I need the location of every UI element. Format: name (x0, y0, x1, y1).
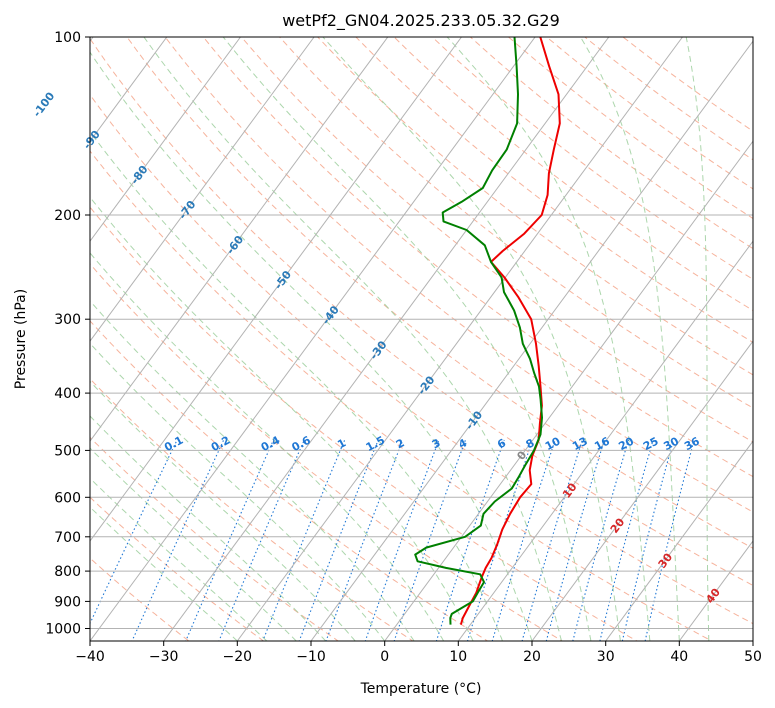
x-tick-label: 0 (380, 649, 389, 665)
mixing-ratio-line (218, 439, 305, 641)
moist-adiabat (90, 342, 386, 641)
x-tick-label: 10 (449, 649, 467, 665)
dry-adiabat (90, 320, 489, 641)
mixing-ratio-line (435, 439, 505, 641)
isotherm-line (236, 37, 683, 641)
isotherm-line (310, 40, 753, 641)
x-tick-label: −20 (223, 649, 253, 665)
moist-adiabat (322, 37, 621, 641)
moist-adiabat (143, 37, 562, 641)
x-tick-label: 20 (523, 649, 541, 665)
isotherm-line (90, 37, 168, 143)
dry-adiabat (90, 263, 564, 641)
y-tick-label: 500 (54, 443, 81, 459)
mixing-ratio-label: 13 (570, 435, 590, 454)
mixing-ratio-label: 10 (543, 434, 563, 453)
moist-adiabat (90, 506, 238, 641)
isotherm-line (457, 240, 753, 641)
plot-background (90, 37, 753, 641)
sounding-lines (414, 37, 561, 625)
isotherm-line (90, 37, 315, 342)
dry-adiabat (90, 378, 414, 641)
x-axis-label: Temperature (°C) (360, 681, 482, 697)
x-tick-label: 40 (670, 649, 688, 665)
mixing-ratio-line (491, 439, 556, 641)
mixing-ratio-label: 36 (682, 434, 702, 453)
x-tick-label: 50 (744, 649, 762, 665)
mixing-ratio-labels: 0.1 0.2 0.4 0.6 1 1.5 2 3 4 6 8 10 13 16 20 25 30 36 (162, 433, 702, 454)
dry-adiabat (90, 37, 753, 587)
moist-adiabat (446, 37, 651, 641)
y-tick-label: 100 (54, 30, 81, 46)
grid-lines (90, 37, 753, 641)
moist-adiabat (90, 415, 327, 641)
moist-adiabat (90, 130, 503, 641)
moist-adiabat (90, 447, 297, 641)
mixing-ratio-label: 20 (616, 434, 636, 453)
isotherm-line (163, 37, 610, 641)
isotherm-line (531, 340, 753, 641)
isotherm-line (90, 37, 389, 442)
mixing-ratio-line (90, 439, 178, 625)
isotherm-line (384, 140, 753, 641)
axis-ticks: −40 −30 −20 −10 0 10 20 30 40 50 100 200 300 400 500 60… (45, 30, 762, 665)
y-tick-label: 1000 (45, 622, 81, 638)
y-tick-label: 300 (54, 312, 81, 328)
isotherm-line (90, 37, 241, 243)
y-tick-label: 400 (54, 386, 81, 402)
mixing-ratio-label: 16 (592, 434, 612, 453)
moist-adiabat (90, 300, 415, 641)
moist-adiabat (685, 37, 710, 641)
mixing-ratio-line (393, 439, 467, 641)
x-tick-label: 30 (597, 649, 615, 665)
isotherm-line (605, 440, 753, 641)
moist-adiabat (90, 51, 533, 641)
y-tick-label: 700 (54, 530, 81, 546)
y-tick-label: 800 (54, 564, 81, 580)
y-axis-label: Pressure (hPa) (13, 289, 29, 389)
x-tick-label: −10 (296, 649, 326, 665)
mixing-ratio-line (364, 439, 440, 641)
moist-adiabat (90, 380, 356, 641)
moist-adiabat (222, 37, 592, 641)
dry-adiabat (202, 37, 753, 478)
dry-adiabat (90, 436, 340, 641)
moist-adiabat (580, 37, 680, 641)
dry-adiabat (90, 496, 265, 641)
mixing-ratio-label: 30 (661, 434, 681, 453)
temperature-line (459, 37, 561, 625)
mixing-ratio-line (545, 439, 605, 641)
dry-adiabat (355, 37, 753, 343)
mixing-ratio-line (466, 439, 534, 641)
mixing-ratio-line (131, 439, 225, 641)
dry-adiabat (431, 37, 753, 280)
moist-adiabat (90, 477, 268, 641)
x-tick-label: −30 (149, 649, 179, 665)
y-tick-label: 600 (54, 490, 81, 506)
dewpoint-line (414, 37, 543, 625)
mixing-ratio-line (599, 439, 654, 641)
mixing-ratio-label: 25 (641, 435, 661, 454)
mixing-ratio-line (572, 439, 630, 641)
isotherm-line (90, 37, 536, 641)
dry-adiabat (90, 93, 753, 625)
plot-frame (89, 36, 754, 642)
chart-title: wetPf2_GN04.2025.233.05.32.G29 (282, 11, 560, 31)
dry-adiabat (126, 37, 753, 549)
x-tick-label: −40 (75, 649, 105, 665)
dry-adiabat (90, 206, 639, 641)
dry-adiabat (240, 37, 753, 443)
y-tick-label: 900 (54, 594, 81, 610)
dry-adiabat (90, 150, 713, 641)
y-tick-label: 200 (54, 208, 81, 224)
background-lines (90, 37, 753, 641)
mixing-ratio-line (521, 439, 583, 641)
